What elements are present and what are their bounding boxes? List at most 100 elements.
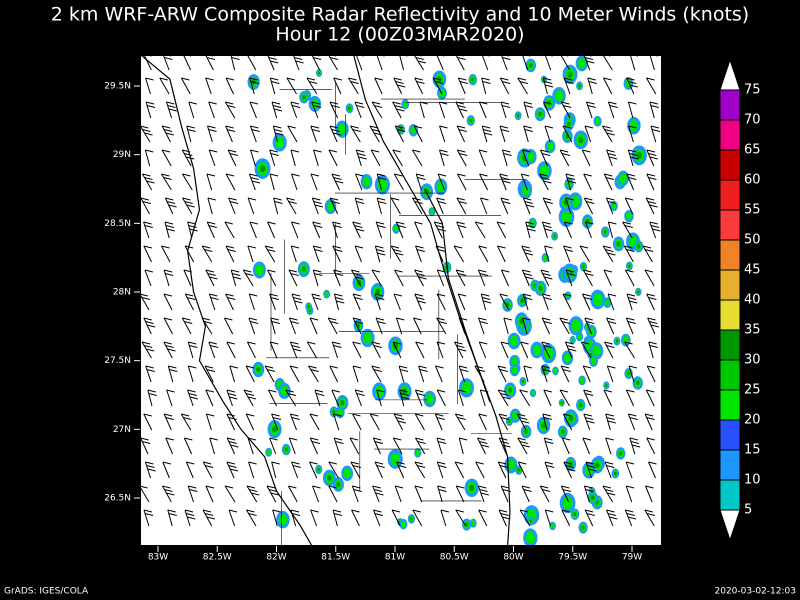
wind-barb (269, 77, 276, 95)
wind-barb (376, 297, 385, 301)
wind-barb (165, 345, 174, 349)
colorbar-label: 55 (744, 203, 761, 218)
wind-barb (144, 225, 153, 229)
wind-barb (225, 173, 236, 191)
wind-barb (249, 221, 258, 225)
wind-barb (456, 149, 467, 167)
wind-barb (146, 324, 156, 328)
wind-barb (437, 485, 443, 503)
wind-barb (373, 489, 383, 493)
wind-barb (436, 437, 443, 455)
wind-barb (230, 269, 237, 287)
wind-barb (264, 245, 276, 263)
wind-barb (245, 273, 254, 277)
wind-barb (352, 293, 361, 311)
wind-barb (270, 153, 279, 157)
wind-barb (167, 509, 176, 513)
wind-barb (162, 485, 172, 503)
wind-barb (414, 389, 423, 407)
wind-barb (606, 149, 613, 167)
wind-barb (144, 149, 151, 167)
wind-barb (312, 197, 321, 201)
wind-barb (624, 197, 634, 215)
wind-barb (227, 437, 236, 441)
wind-barb (650, 225, 660, 229)
wind-barb (373, 369, 382, 373)
radar-echo (528, 63, 533, 68)
lon-label: 81W (385, 553, 405, 563)
colorbar-box (719, 329, 741, 361)
wind-barb (559, 149, 569, 153)
wind-barb (562, 125, 573, 143)
wind-barb (583, 365, 592, 369)
wind-barb (500, 53, 508, 71)
wind-barb (270, 492, 279, 496)
wind-barb (332, 221, 338, 239)
wind-barb (605, 437, 614, 441)
wind-barb (439, 101, 448, 105)
colorbar-box (719, 449, 741, 481)
radar-echo (332, 409, 336, 414)
wind-barb (290, 149, 296, 167)
wind-barb (525, 221, 534, 225)
wind-barb (353, 273, 362, 277)
wind-barb (246, 53, 257, 71)
wind-barb (415, 245, 422, 263)
radar-echo (436, 181, 446, 193)
wind-barb (189, 345, 198, 349)
wind-barb (269, 149, 276, 167)
wind-barb (264, 365, 274, 369)
wind-barb (294, 57, 303, 61)
wind-barb (183, 437, 193, 455)
wind-barb (562, 293, 572, 311)
wind-barb (482, 297, 491, 301)
wind-barb (603, 245, 612, 249)
wind-barb (145, 321, 154, 325)
wind-barb (566, 177, 576, 181)
radar-echo (589, 352, 592, 357)
wind-barb (161, 149, 172, 167)
radar-echo (517, 468, 521, 472)
wind-barb (413, 317, 422, 335)
wind-barb (456, 345, 465, 349)
wind-barb (314, 389, 324, 393)
wind-barb (370, 413, 379, 417)
wind-barb (147, 389, 156, 393)
wind-barb (289, 413, 298, 431)
wind-barb (390, 245, 402, 263)
wind-barb (231, 57, 240, 61)
wind-barb (624, 225, 633, 229)
wind-barb (393, 77, 403, 95)
wind-barb (475, 221, 484, 225)
wind-barb (395, 417, 405, 421)
wind-barb (544, 125, 551, 143)
wind-barb (356, 105, 365, 109)
wind-barb (290, 245, 297, 263)
wind-barb (351, 269, 360, 273)
wind-barb (143, 53, 152, 71)
wind-barb (419, 369, 428, 373)
wind-barb (204, 53, 214, 71)
wind-barb (456, 485, 465, 489)
wind-barb (182, 197, 193, 215)
wind-barb (524, 129, 533, 133)
wind-barb (225, 125, 234, 129)
wind-barb (225, 77, 234, 95)
wind-barb (372, 485, 381, 489)
wind-barb (395, 485, 404, 489)
wind-barb (354, 101, 364, 105)
wind-barb (479, 173, 489, 191)
wind-barb (541, 317, 550, 335)
wind-barb (608, 156, 618, 160)
wind-barb (333, 413, 340, 431)
wind-barb (396, 108, 405, 112)
wind-barb (584, 197, 593, 201)
wind-barb (500, 341, 509, 359)
wind-barb (521, 53, 529, 71)
wind-barb (167, 509, 173, 527)
wind-barb (501, 105, 511, 109)
wind-barb (434, 413, 443, 431)
wind-barb (184, 321, 193, 325)
wind-barb (205, 77, 214, 81)
